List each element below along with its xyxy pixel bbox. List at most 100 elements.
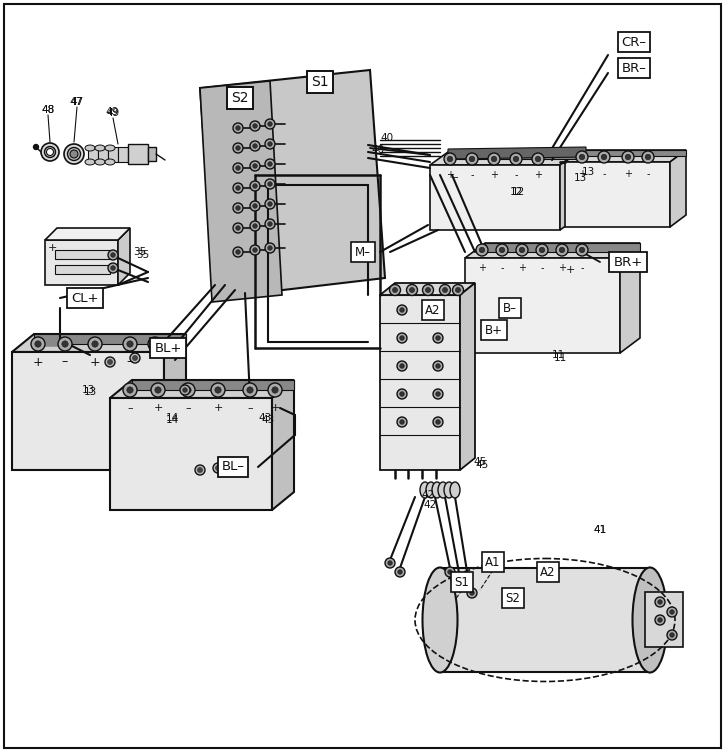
Polygon shape xyxy=(34,334,186,344)
Ellipse shape xyxy=(67,147,80,160)
Circle shape xyxy=(233,143,243,153)
Text: 41: 41 xyxy=(593,525,607,535)
Text: 42: 42 xyxy=(421,490,434,500)
Polygon shape xyxy=(12,352,164,470)
Text: 14: 14 xyxy=(165,415,178,425)
Polygon shape xyxy=(200,70,385,298)
Circle shape xyxy=(265,159,275,169)
Circle shape xyxy=(670,610,674,614)
Circle shape xyxy=(433,361,443,371)
Polygon shape xyxy=(440,568,650,672)
Circle shape xyxy=(397,305,407,315)
Circle shape xyxy=(642,151,654,163)
Circle shape xyxy=(130,353,140,363)
Ellipse shape xyxy=(85,145,95,151)
Polygon shape xyxy=(45,240,118,285)
Circle shape xyxy=(397,361,407,371)
Circle shape xyxy=(62,341,68,347)
Circle shape xyxy=(236,206,240,211)
Circle shape xyxy=(556,244,568,256)
Circle shape xyxy=(399,308,405,312)
Polygon shape xyxy=(560,152,578,230)
Circle shape xyxy=(576,244,588,256)
Ellipse shape xyxy=(105,145,115,151)
Ellipse shape xyxy=(105,159,115,165)
Text: +: + xyxy=(578,169,586,179)
Circle shape xyxy=(123,337,137,351)
Ellipse shape xyxy=(423,568,457,672)
Circle shape xyxy=(410,287,415,293)
Polygon shape xyxy=(200,81,282,302)
Text: –: – xyxy=(452,172,457,182)
Polygon shape xyxy=(272,380,294,510)
Circle shape xyxy=(399,364,405,368)
Polygon shape xyxy=(430,165,560,230)
Circle shape xyxy=(250,221,260,231)
Text: 43: 43 xyxy=(258,413,272,423)
Text: BR–: BR– xyxy=(621,62,647,74)
Polygon shape xyxy=(581,150,686,156)
Circle shape xyxy=(33,144,38,150)
Circle shape xyxy=(655,597,665,607)
Text: 35: 35 xyxy=(133,247,146,257)
Circle shape xyxy=(151,383,165,397)
Text: S2: S2 xyxy=(231,91,249,105)
Circle shape xyxy=(233,123,243,133)
Text: 11: 11 xyxy=(552,350,565,360)
Circle shape xyxy=(107,359,112,365)
Text: -: - xyxy=(540,263,544,273)
Circle shape xyxy=(247,387,253,393)
Circle shape xyxy=(399,392,405,396)
Circle shape xyxy=(516,244,528,256)
Circle shape xyxy=(268,162,273,166)
Polygon shape xyxy=(110,380,294,398)
Text: A2: A2 xyxy=(540,566,556,578)
Ellipse shape xyxy=(432,482,442,498)
Circle shape xyxy=(268,202,273,206)
Circle shape xyxy=(250,161,260,171)
Circle shape xyxy=(455,287,460,293)
Text: -: - xyxy=(500,263,504,273)
Text: 40: 40 xyxy=(380,133,393,143)
Text: 41: 41 xyxy=(593,525,607,535)
Circle shape xyxy=(195,465,205,475)
Circle shape xyxy=(250,121,260,131)
Text: S1: S1 xyxy=(455,575,469,589)
Circle shape xyxy=(250,181,260,191)
Circle shape xyxy=(148,337,162,351)
Polygon shape xyxy=(12,334,186,352)
Bar xyxy=(55,265,110,274)
Circle shape xyxy=(111,265,115,270)
Circle shape xyxy=(253,183,257,188)
Circle shape xyxy=(46,148,54,156)
Circle shape xyxy=(460,580,464,584)
Circle shape xyxy=(233,203,243,213)
Circle shape xyxy=(452,284,463,296)
Circle shape xyxy=(436,335,440,340)
Text: +: + xyxy=(153,403,162,413)
Circle shape xyxy=(433,333,443,343)
Text: -: - xyxy=(602,169,606,179)
Circle shape xyxy=(58,337,72,351)
Circle shape xyxy=(467,588,477,598)
Circle shape xyxy=(185,387,191,393)
Polygon shape xyxy=(465,243,640,258)
Text: 35: 35 xyxy=(136,250,149,260)
Circle shape xyxy=(399,420,405,424)
Circle shape xyxy=(576,151,588,163)
Circle shape xyxy=(265,179,275,189)
Circle shape xyxy=(500,247,505,253)
Circle shape xyxy=(510,153,522,165)
Circle shape xyxy=(265,219,275,229)
Text: +: + xyxy=(518,263,526,273)
Text: 14: 14 xyxy=(165,413,178,423)
Circle shape xyxy=(155,387,161,393)
Circle shape xyxy=(215,465,220,471)
Polygon shape xyxy=(485,243,640,252)
Polygon shape xyxy=(132,380,294,390)
Text: 13: 13 xyxy=(81,385,95,395)
Circle shape xyxy=(513,156,518,162)
Polygon shape xyxy=(108,147,118,162)
Circle shape xyxy=(559,247,565,253)
Circle shape xyxy=(236,165,240,170)
